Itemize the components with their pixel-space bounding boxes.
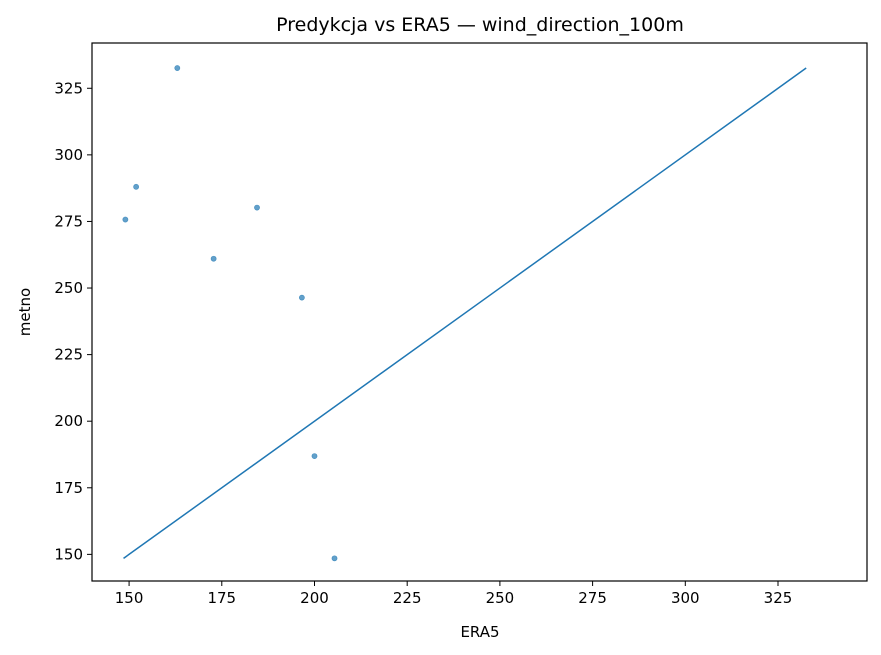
x-tick-label: 225	[393, 589, 422, 607]
y-tick-label: 325	[54, 79, 83, 97]
data-point	[298, 294, 305, 301]
y-axis-title: metno	[16, 288, 34, 336]
x-tick-label: 275	[578, 589, 607, 607]
x-tick-label: 150	[115, 589, 144, 607]
x-tick-label: 175	[207, 589, 236, 607]
data-point	[122, 216, 129, 223]
x-tick-label: 300	[671, 589, 700, 607]
y-tick-label: 225	[54, 346, 83, 364]
data-point	[254, 204, 260, 211]
plot-frame	[91, 42, 868, 582]
y-tick-label: 150	[54, 545, 83, 563]
data-point	[210, 255, 217, 262]
y-tick-label: 275	[54, 212, 83, 230]
chart-title: Predykcja vs ERA5 — wind_direction_100m	[276, 14, 684, 36]
data-point	[311, 453, 318, 459]
plot-area	[122, 65, 807, 562]
y-tick-label: 300	[54, 146, 83, 164]
reference-line	[123, 67, 807, 559]
data-point	[331, 555, 338, 562]
x-tick-label: 250	[486, 589, 515, 607]
data-point	[133, 183, 140, 190]
y-axis: 150 175 200 225 250 275 300 325	[54, 79, 92, 563]
x-axis: 150 175 200 225 250 275 300 325	[115, 581, 793, 607]
y-tick-label: 175	[54, 479, 83, 497]
x-tick-label: 325	[764, 589, 793, 607]
x-tick-label: 200	[300, 589, 329, 607]
x-axis-title: ERA5	[460, 623, 499, 641]
y-tick-label: 200	[54, 412, 83, 430]
y-tick-label: 250	[54, 279, 83, 297]
data-point	[174, 65, 181, 71]
